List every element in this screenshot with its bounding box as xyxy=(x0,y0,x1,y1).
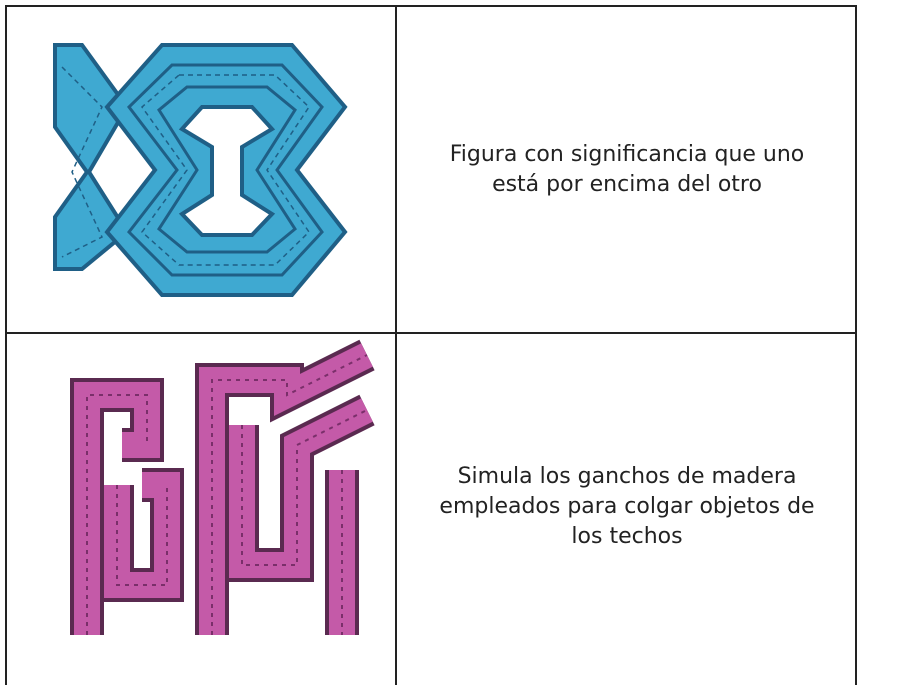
column-divider xyxy=(395,5,397,685)
blue-pattern-image xyxy=(53,43,348,297)
cell: Figura con significancia que uno está po… xyxy=(397,7,857,332)
cell: Simula los ganchos de madera empleados p… xyxy=(397,334,857,679)
row-divider xyxy=(5,332,857,334)
description: Simula los ganchos de madera empleados p… xyxy=(439,463,815,549)
pink-pattern-image xyxy=(70,339,375,635)
table xyxy=(5,5,857,685)
description: Figura con significancia que uno está po… xyxy=(449,141,805,197)
